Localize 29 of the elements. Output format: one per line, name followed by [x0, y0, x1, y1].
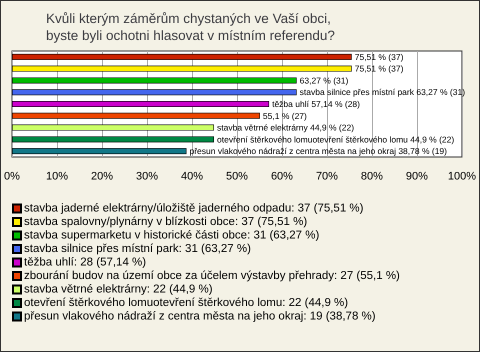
x-tick-label: 40%: [180, 170, 204, 182]
data-label: otevření štěrkového lomuotevření štěrkového lomu 44,9 % (22): [217, 134, 454, 144]
data-label: těžba uhlí 57,14 % (28): [272, 99, 360, 109]
legend-label: otevření štěrkového lomuotevření štěrkového lomu: 22 (44,9 %): [24, 297, 348, 309]
x-tick-label: 20%: [90, 170, 114, 182]
x-tick-label: 10%: [46, 170, 68, 182]
data-label: přesun vlakového nádraží z centra města na jeho okraj 38,78 % (19): [189, 146, 448, 156]
data-label: stavba větrné elektrárny 44,9 % (22): [217, 122, 354, 133]
data-label: 55,1 % (27): [262, 110, 308, 121]
x-tick-label: 70%: [316, 170, 338, 182]
legend-label: stavba supermarketu v historické části obce: 31 (63,27 %): [24, 230, 320, 242]
legend-label: stavba silnice přes místní park: 31 (63,27 %): [24, 243, 252, 255]
data-label: 75,51 % (37): [354, 52, 404, 62]
x-tick-label: 50%: [226, 170, 248, 182]
legend-label: přesun vlakového nádraží z centra města na jeho okraj: 19 (38,78 %): [24, 310, 376, 322]
legend-label: stavba jaderné elektrárny/úložiště jaderného odpadu: 37 (75,51 %): [24, 202, 364, 214]
chart-title: Kvůli kterým záměrům chystaných ve Vaší obci, byste byli ochotni hlasovat v místním referendu?: [46, 11, 335, 43]
data-label: 63,27 % (31): [300, 75, 349, 86]
legend-label: stavba spalovny/plynárny v blízkosti obce: 37 (75,51 %): [24, 216, 308, 228]
x-tick-label: 80%: [360, 170, 384, 182]
x-tick-label: 0%: [4, 170, 20, 182]
x-tick-label: 60%: [270, 170, 294, 182]
data-label: 75,51 % (37): [354, 64, 404, 74]
legend-label: stavba větrné elektrárny: 22 (44,9 %): [24, 284, 213, 296]
x-tick-label: 30%: [136, 170, 158, 182]
x-tick-label: 100%: [448, 170, 476, 182]
legend-label: zbourání budov na území obce za účelem výstavby přehrady: 27 (55,1 %): [24, 270, 400, 282]
x-tick-label: 90%: [406, 170, 428, 182]
legend-label: těžba uhlí: 28 (57,14 %): [24, 256, 146, 268]
